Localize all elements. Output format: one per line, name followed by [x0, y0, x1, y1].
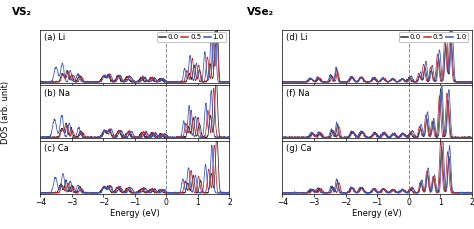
Text: DOS (arb. unit): DOS (arb. unit)	[1, 81, 10, 144]
Text: (c) Ca: (c) Ca	[44, 144, 69, 153]
Legend: 0.0, 0.5, 1.0: 0.0, 0.5, 1.0	[156, 32, 226, 42]
X-axis label: Energy (eV): Energy (eV)	[352, 210, 402, 218]
X-axis label: Energy (eV): Energy (eV)	[110, 210, 160, 218]
Text: VS₂: VS₂	[12, 7, 32, 17]
Text: (d) Li: (d) Li	[286, 33, 308, 42]
Text: (a) Li: (a) Li	[44, 33, 65, 42]
Text: (b) Na: (b) Na	[44, 89, 70, 98]
Text: VSe₂: VSe₂	[246, 7, 273, 17]
Legend: 0.0, 0.5, 1.0: 0.0, 0.5, 1.0	[399, 32, 468, 42]
Text: (f) Na: (f) Na	[286, 89, 310, 98]
Text: (g) Ca: (g) Ca	[286, 144, 312, 153]
